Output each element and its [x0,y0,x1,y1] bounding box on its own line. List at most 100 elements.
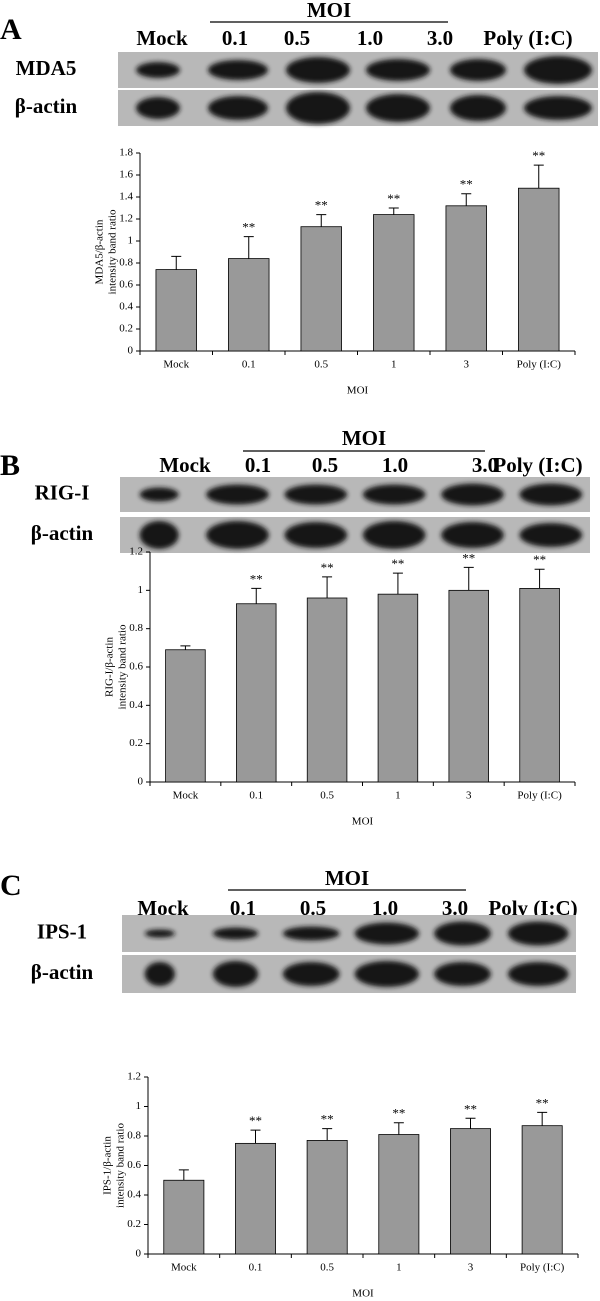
significance-label: ** [249,1113,262,1128]
lane-label: Mock [159,453,211,477]
y-tick-label: 0.8 [119,257,133,269]
significance-label: ** [533,552,546,567]
bar [306,597,348,783]
bar [378,1134,420,1255]
band [282,962,340,986]
error-bar [392,572,403,595]
y-tick-label: 1 [136,1100,142,1112]
band [284,522,348,548]
x-tick-label: 0.1 [242,359,256,371]
band [524,56,592,84]
group-label: MOI [342,426,386,450]
x-tick-label: 1 [396,1262,402,1274]
lane-label: 1.0 [357,26,383,50]
x-tick-label: Poly (I:C) [517,790,562,802]
bar [163,1179,205,1255]
x-tick-label: Mock [173,790,199,802]
x-tick-label: 3 [468,1262,474,1274]
bar [306,1140,348,1255]
y-tick-label: 1.2 [129,546,143,558]
blot-strip [118,52,598,88]
error-bar [171,255,182,270]
lane-label: 3.0 [472,453,498,477]
blot-strip [120,517,590,553]
bar [519,588,560,783]
band [136,97,180,119]
error-bar [251,587,262,604]
bar [235,1142,276,1255]
lane-label: 0.1 [245,453,271,477]
band [139,521,179,549]
x-tick-label: 0.5 [320,790,334,802]
band [206,484,269,505]
x-axis-label: MOI [347,385,369,397]
error-bar [533,164,544,189]
significance-label: ** [392,1106,405,1121]
band [136,62,180,78]
significance-label: ** [387,191,400,206]
bar [518,187,560,352]
y-tick-label: 1 [138,584,144,596]
band [286,57,350,83]
significance-label: ** [462,550,475,565]
band [286,92,350,124]
significance-label: ** [242,220,255,235]
significance-label: ** [250,571,263,586]
error-bar [322,1128,333,1141]
band [354,922,419,945]
band [450,95,506,121]
y-axis-label: intensity band ratio [115,1123,127,1208]
x-tick-label: 1 [395,790,401,802]
y-tick-label: 0.6 [127,1159,141,1171]
row-label: RIG-I [35,480,90,504]
x-axis-label: MOI [352,1288,374,1300]
y-tick-label: 0 [136,1248,142,1260]
blot-strip [118,90,598,126]
x-tick-label: Mock [163,359,189,371]
y-tick-label: 0.2 [129,737,143,749]
y-axis-label: IPS-1/β-actin [102,1136,114,1195]
bar [165,649,206,783]
lane-label: 0.5 [284,26,310,50]
band [144,962,175,986]
band [519,523,583,547]
error-bar [537,1111,548,1126]
error-bar [250,1129,261,1144]
x-tick-label: 3 [466,790,472,802]
significance-label: ** [532,148,545,163]
lane-label: 1.0 [382,453,408,477]
error-bar [393,1122,404,1135]
band [354,961,419,987]
x-tick-label: 0.1 [249,790,263,802]
y-tick-label: 1.8 [119,147,133,159]
error-bar [463,566,474,591]
y-tick-label: 0 [138,776,144,788]
blot-strip [122,915,576,952]
band [282,926,340,941]
y-axis-label: intensity band ratio [107,209,119,294]
row-label: β-actin [15,94,78,118]
band [441,483,504,506]
y-axis-label: intensity band ratio [117,624,129,709]
bar [445,205,487,352]
error-bar [534,568,545,589]
y-tick-label: 0.4 [119,301,133,313]
lane-label: Poly (I:C) [483,26,572,50]
lane-label: Mock [136,26,188,50]
y-axis-label: RIG-I/β-actin [104,637,116,697]
y-tick-label: 1.2 [127,1071,141,1083]
band [450,59,506,81]
band [366,59,430,81]
bar [300,226,342,352]
significance-label: ** [460,177,473,192]
band [366,94,430,122]
band [362,521,426,549]
y-axis-label: MDA5/β-actin [94,219,106,284]
band [507,962,569,986]
bar [228,258,270,352]
band [434,921,491,946]
row-label: β-actin [31,521,94,545]
band [208,60,268,80]
lane-label: 0.5 [312,453,338,477]
